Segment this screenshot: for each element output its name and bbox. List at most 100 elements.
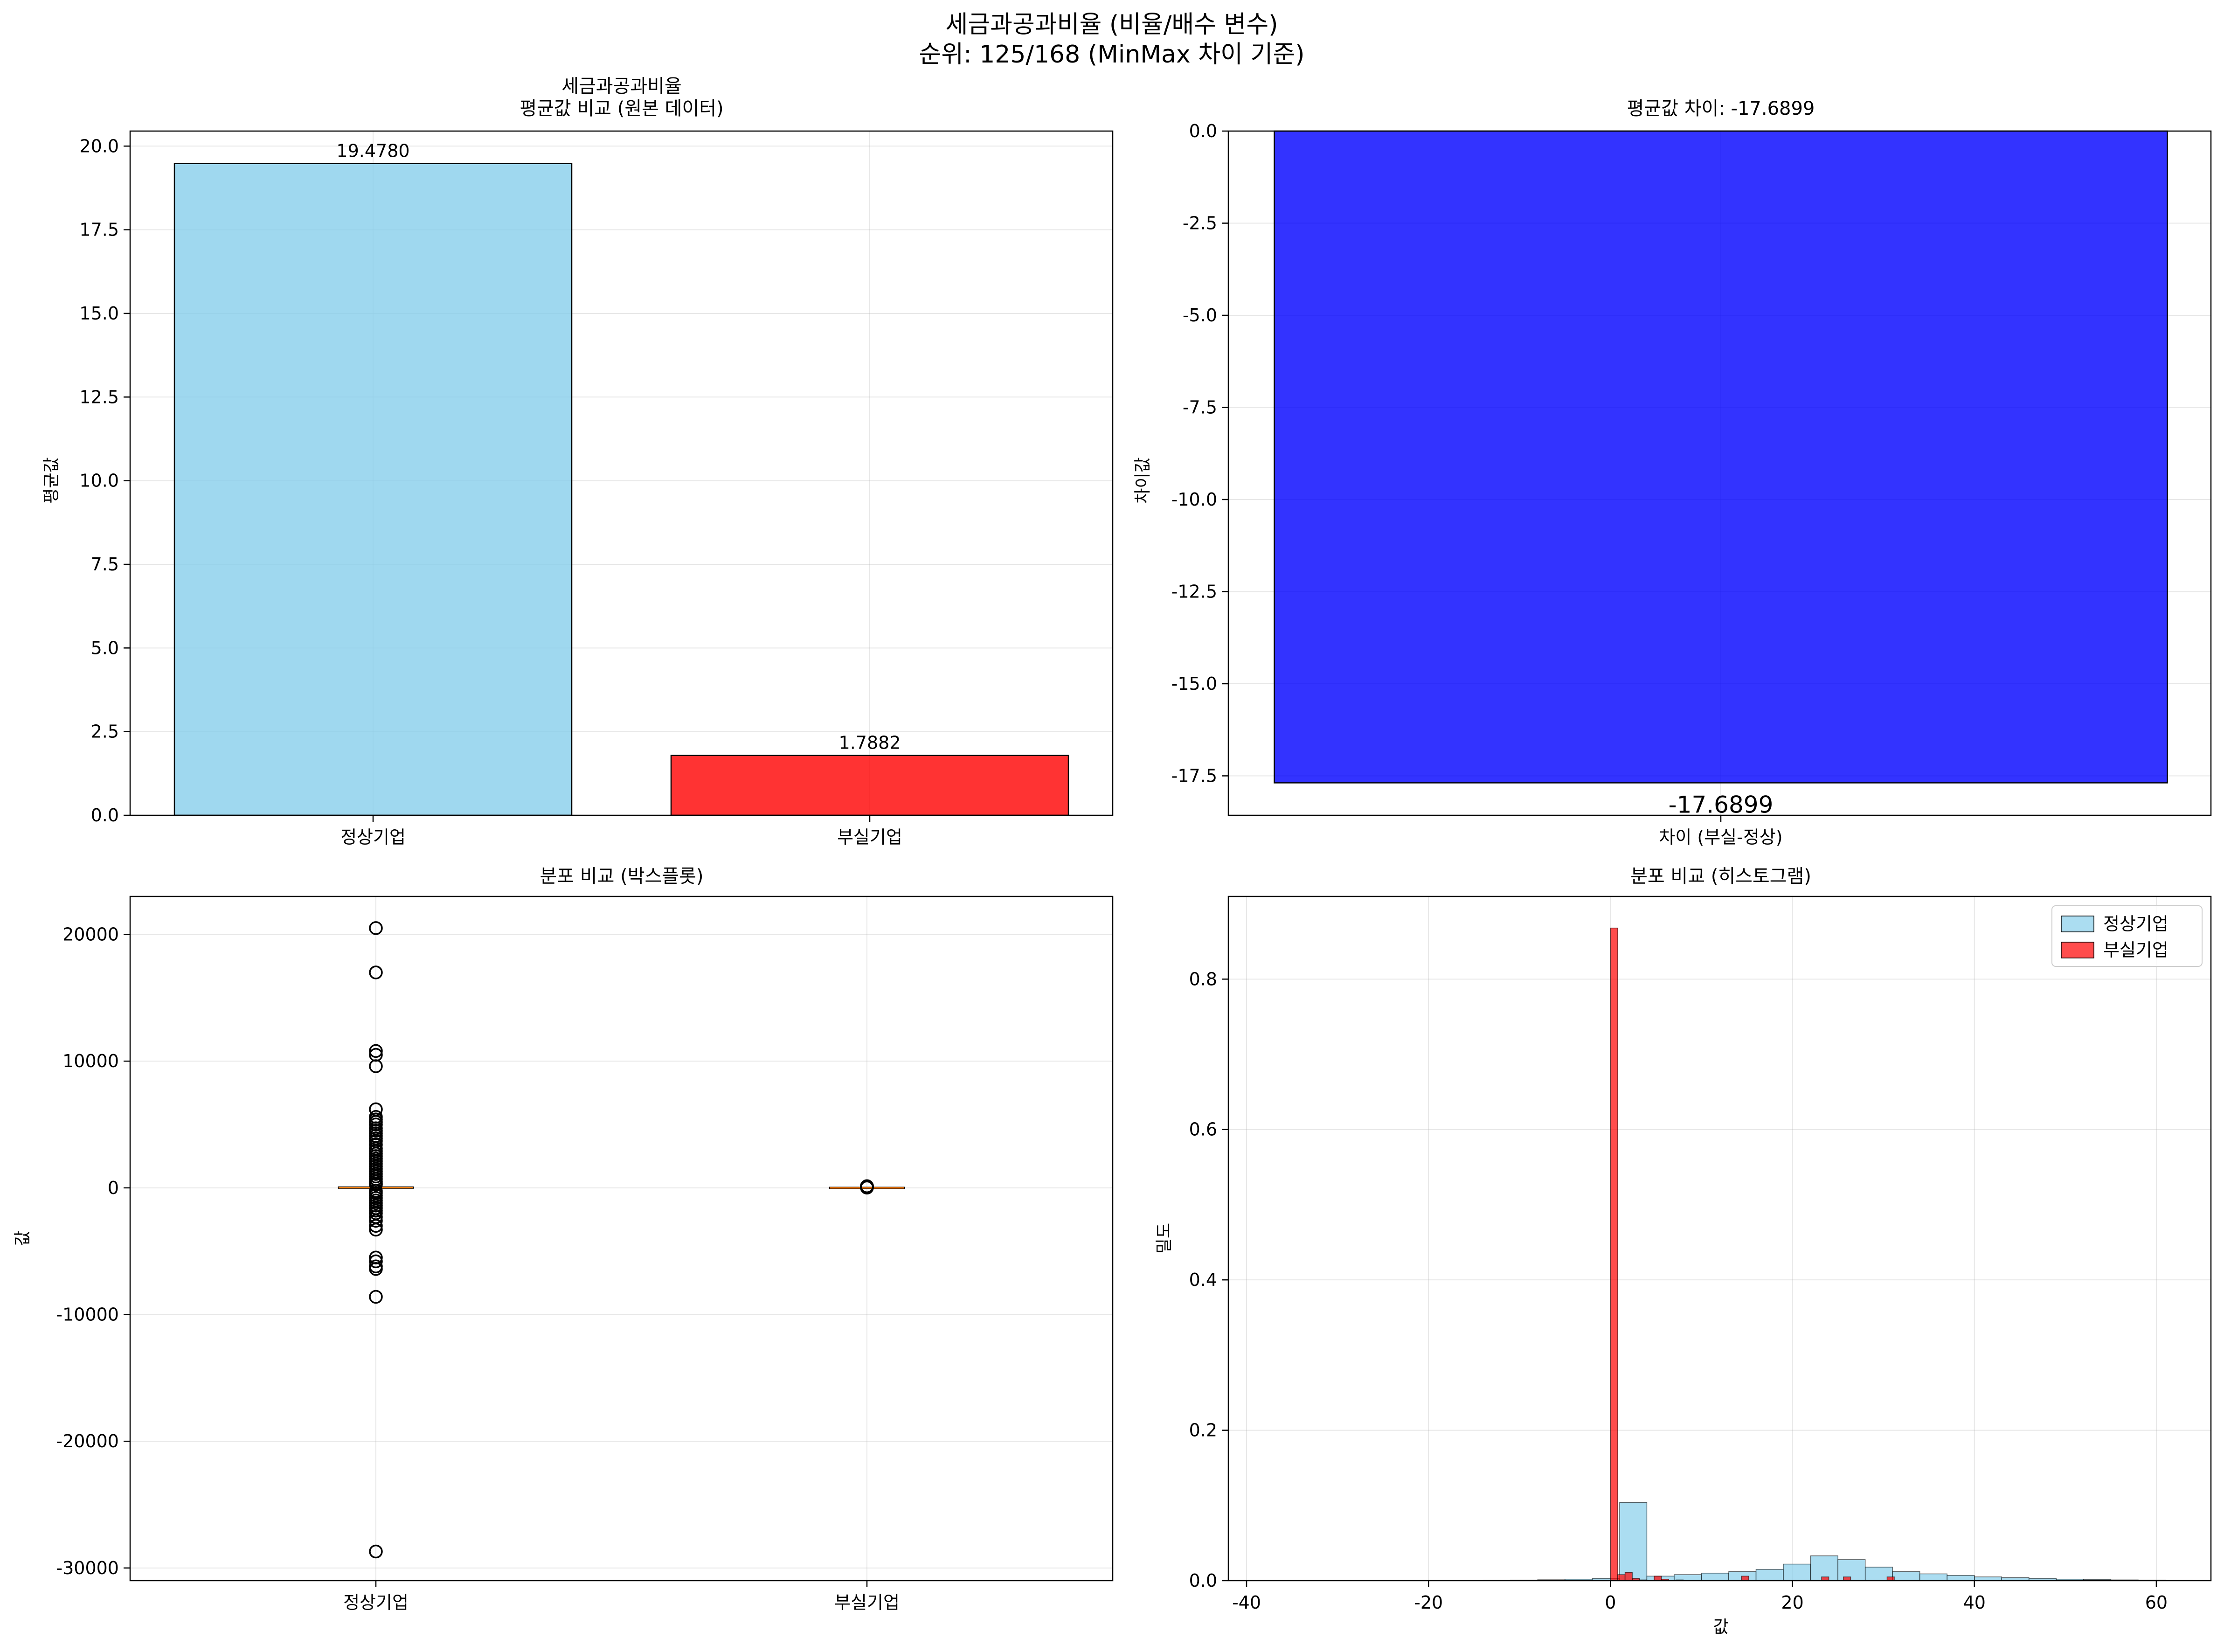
box-outlier <box>369 965 383 979</box>
panel-diff-bar-yticks: 0.0 -2.5 -5.0 -7.5 -10.0 -12.5 -15.0 -17.5 <box>1171 121 1228 786</box>
panel-boxplot-ylabel: 값 <box>13 1230 32 1246</box>
panel-histogram-xlabel: 값 <box>1713 1617 1728 1637</box>
xtick-label: 0 <box>1605 1592 1616 1613</box>
histogram-legend: 정상기업 부실기업 <box>2051 905 2203 967</box>
hist-bin-normal <box>1619 1502 1648 1581</box>
box-outlier <box>369 1044 383 1058</box>
panel-diff-bar-labels: -17.6899 <box>1669 791 1774 818</box>
ytick-label: 10.0 <box>79 471 119 491</box>
panel-histogram: 분포 비교 (히스토그램) 0.0 0.2 0.4 0.6 0.8 -40 -20 0 20 4… <box>1155 866 2212 1637</box>
hist-bin-normal <box>1755 1569 1784 1581</box>
ytick-label: 17.5 <box>79 220 119 240</box>
xtick-label: 정상기업 <box>340 827 406 847</box>
ytick-label: -10000 <box>56 1305 119 1325</box>
xtick-label: 정상기업 <box>343 1592 409 1613</box>
panel-boxplot-frame <box>129 895 1114 1582</box>
xtick-label: 차이 (부실-정상) <box>1659 827 1782 847</box>
hist-bin-normal <box>1892 1571 1920 1581</box>
ytick-label: -10.0 <box>1171 489 1217 510</box>
ytick-label: -12.5 <box>1171 581 1217 602</box>
box-outlier <box>369 1254 383 1269</box>
hist-bin-failed <box>1610 927 1618 1581</box>
hist-bin-normal <box>1783 1563 1811 1581</box>
ytick-label: 20000 <box>62 924 119 945</box>
bar-value-label: -17.6899 <box>1669 791 1774 818</box>
ytick-label: 12.5 <box>79 387 119 407</box>
box-outlier <box>369 1290 383 1304</box>
panel-histogram-grid <box>1228 896 2211 1581</box>
xtick-label: 부실기업 <box>834 1592 900 1613</box>
panel-mean-bar-frame <box>129 130 1114 816</box>
xtick-label: -40 <box>1232 1592 1261 1613</box>
panel-boxplot-title: 분포 비교 (박스플롯) <box>540 866 703 887</box>
hist-bin-normal <box>1947 1575 1975 1581</box>
ytick-label: -20000 <box>56 1431 119 1451</box>
hist-bin-normal <box>1701 1573 1729 1581</box>
ytick-label: 0.8 <box>1189 969 1217 989</box>
panel-mean-bar-yticks: 0.0 2.5 5.0 7.5 10.0 12.5 15.0 17.5 20.0 <box>79 136 130 826</box>
legend-label-failed: 부실기업 <box>2103 940 2169 960</box>
panel-diff-bar-frame <box>1227 130 2212 816</box>
bar-difference <box>1274 130 2168 784</box>
panel-histogram-title: 분포 비교 (히스토그램) <box>1630 866 1811 887</box>
panel-boxplot-grid <box>130 896 1113 1581</box>
panel-mean-bar-labels: 19.4780 1.7882 <box>336 141 901 753</box>
ytick-label: 0.4 <box>1189 1270 1217 1290</box>
panel-mean-bar-bars <box>173 163 1069 816</box>
panel-histogram-frame <box>1227 895 2212 1582</box>
bar-value-label: 1.7882 <box>839 733 901 753</box>
ytick-label: 15.0 <box>79 303 119 324</box>
panel-mean-bar: 세금과공과비율 평균값 비교 (원본 데이터) 19.4780 1.7882 0.… <box>42 76 1114 847</box>
panel-diff-bar-title: 평균값 차이: -17.6899 <box>1627 98 1815 119</box>
box-outlier <box>369 1544 383 1559</box>
panel-boxplot-yticks: 20000 10000 0 -10000 -20000 -30000 <box>56 924 130 1578</box>
ytick-label: -5.0 <box>1183 305 1217 326</box>
panel-histogram-bars-failed <box>1610 927 1895 1581</box>
ytick-label: 10000 <box>62 1051 119 1071</box>
box-outlier <box>860 1179 874 1194</box>
ytick-label: 0.0 <box>1189 1570 1217 1591</box>
ytick-label: -7.5 <box>1183 397 1217 417</box>
box-outlier <box>369 921 383 935</box>
ytick-label: 7.5 <box>91 554 119 575</box>
bar-value-label: 19.4780 <box>336 141 409 161</box>
box-outlier <box>369 1262 383 1276</box>
panel-boxplot-boxes <box>338 921 905 1559</box>
panel-histogram-yticks: 0.0 0.2 0.4 0.6 0.8 <box>1189 969 1228 1591</box>
xtick-label: 부실기업 <box>837 827 902 847</box>
ytick-label: -17.5 <box>1171 765 1217 786</box>
ytick-label: 0.2 <box>1189 1420 1217 1441</box>
hist-bin-normal <box>1919 1573 1947 1581</box>
ytick-label: 20.0 <box>79 136 119 156</box>
ytick-label: 0.6 <box>1189 1119 1217 1140</box>
ytick-label: 0 <box>108 1178 119 1198</box>
bar-normal <box>173 163 573 816</box>
panel-diff-bar-xticks: 차이 (부실-정상) <box>1659 815 1783 847</box>
bar-failed <box>670 755 1069 816</box>
xtick-label: 40 <box>1963 1592 1986 1613</box>
ytick-label: -15.0 <box>1171 673 1217 694</box>
panel-boxplot: 분포 비교 (박스플롯) 20000 10000 0 -10000 -20000 -300… <box>13 866 1114 1613</box>
panel-histogram-xticks: -40 -20 0 20 40 60 <box>1232 1581 2168 1613</box>
xtick-label: -20 <box>1414 1592 1443 1613</box>
hist-bin-failed <box>1654 1576 1662 1581</box>
ytick-label: -2.5 <box>1183 213 1217 233</box>
box-outlier <box>369 1222 383 1237</box>
panel-boxplot-xticks: 정상기업 부실기업 <box>343 1581 900 1613</box>
box-outlier <box>369 1214 383 1228</box>
box-outlier <box>369 1219 383 1233</box>
hist-bin-failed <box>1741 1576 1749 1581</box>
panel-diff-bar: 평균값 차이: -17.6899 -17.6899 0.0 -2.5 -5.0 -7.… <box>1133 98 2212 847</box>
box-outlier <box>369 1059 383 1073</box>
panel-mean-bar-xticks: 정상기업 부실기업 <box>340 815 902 847</box>
panel-diff-bar-ylabel: 차이값 <box>1133 457 1152 503</box>
ytick-label: -30000 <box>56 1558 119 1578</box>
ytick-label: 0.0 <box>1189 121 1217 141</box>
panel-mean-bar-title-line2: 평균값 비교 (원본 데이터) <box>520 98 723 119</box>
figure-title-line2: 순위: 125/168 (MinMax 차이 기준) <box>919 41 1304 69</box>
hist-bin-failed <box>1617 1574 1626 1581</box>
figure-title-line1: 세금과공과비율 (비율/배수 변수) <box>945 11 1278 39</box>
panel-mean-bar-title-line1: 세금과공과비율 <box>561 76 682 97</box>
panel-mean-bar-ylabel: 평균값 <box>42 457 61 503</box>
